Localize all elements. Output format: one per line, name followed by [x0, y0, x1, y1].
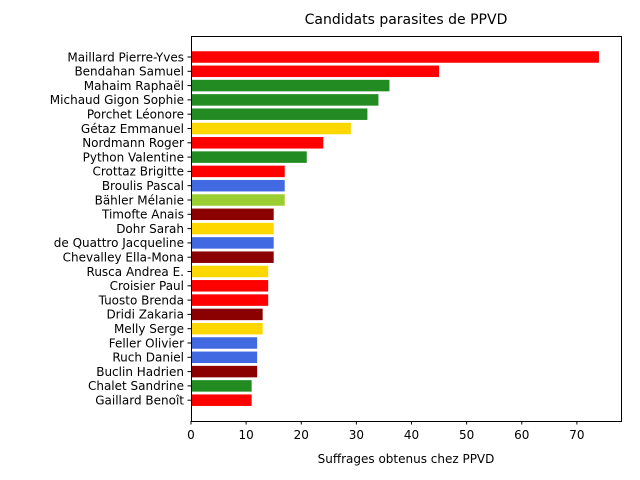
x-tick-label: 40	[404, 428, 419, 442]
bar	[191, 322, 263, 335]
x-tick-label: 60	[514, 428, 529, 442]
bar	[191, 222, 274, 235]
y-tick-label: Feller Olivier	[109, 336, 184, 350]
y-tick-label: Nordmann Roger	[82, 136, 184, 150]
bar	[191, 308, 263, 321]
y-tick-label: Dohr Sarah	[116, 222, 184, 236]
x-tick-label: 30	[349, 428, 364, 442]
y-tick-label: Maillard Pierre-Yves	[67, 50, 184, 64]
bar	[191, 337, 258, 349]
y-tick-label: Ruch Daniel	[112, 351, 184, 365]
x-tick-label: 0	[187, 428, 195, 442]
y-tick-label: Python Valentine	[83, 150, 184, 164]
bar	[191, 51, 599, 63]
y-tick-label: Melly Serge	[114, 322, 184, 336]
y-tick-label: Chevalley Ella-Mona	[63, 251, 184, 265]
plot-frame	[191, 36, 622, 422]
y-tick-label: Gétaz Emmanuel	[81, 122, 184, 136]
bar	[191, 265, 269, 278]
bar	[191, 165, 285, 178]
bar	[191, 351, 258, 364]
bars-group	[191, 51, 599, 406]
y-tick-label: Gaillard Benoît	[95, 394, 184, 408]
y-tick-label: de Quattro Jacqueline	[54, 236, 184, 250]
bar	[191, 294, 269, 306]
y-tick-label: Bähler Mélanie	[95, 193, 184, 207]
x-axis-label: Suffrages obtenus chez PPVD	[318, 452, 495, 466]
bar	[191, 208, 274, 221]
x-axis: 0 10 20 30 40 50 60 70	[187, 421, 585, 442]
bar	[191, 394, 252, 406]
bar	[191, 79, 390, 92]
x-tick-label: 10	[238, 428, 253, 442]
x-tick-label: 20	[294, 428, 309, 442]
bar	[191, 137, 324, 149]
bar	[191, 365, 258, 378]
y-tick-label: Croisier Paul	[110, 279, 184, 293]
bar	[191, 194, 285, 206]
x-tick-label: 70	[569, 428, 584, 442]
y-tick-label: Crottaz Brigitte	[92, 165, 184, 179]
y-tick-label: Dridi Zakaria	[106, 308, 184, 322]
bar	[191, 179, 285, 192]
y-tick-label: Porchet Léonore	[87, 108, 184, 122]
bar	[191, 94, 379, 106]
y-tick-label: Michaud Gigon Sophie	[50, 93, 184, 107]
y-tick-label: Chalet Sandrine	[88, 379, 184, 393]
y-tick-label: Bendahan Samuel	[74, 65, 184, 79]
bar	[191, 151, 307, 163]
bar	[191, 65, 440, 78]
bar	[191, 122, 351, 135]
y-tick-label: Rusca Andrea E.	[87, 265, 184, 279]
bar	[191, 280, 269, 292]
bar	[191, 380, 252, 392]
y-tick-label: Mahaim Raphaël	[84, 79, 184, 93]
y-tick-label: Buclin Hadrien	[96, 365, 184, 379]
y-tick-label: Timofte Anais	[101, 208, 184, 222]
x-tick-label: 50	[459, 428, 474, 442]
y-tick-label: Tuosto Brenda	[98, 293, 184, 307]
bar	[191, 251, 274, 263]
chart-title: Candidats parasites de PPVD	[305, 12, 508, 28]
bar	[191, 108, 368, 120]
bar	[191, 237, 274, 249]
y-tick-label: Broulis Pascal	[102, 179, 184, 193]
